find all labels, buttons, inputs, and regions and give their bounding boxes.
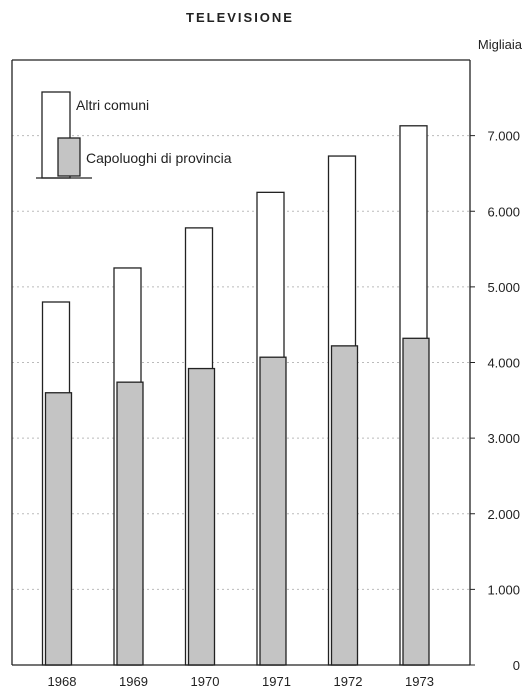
- legend-label-altri-comuni: Altri comuni: [76, 97, 149, 113]
- y-tick-label-0: 0: [513, 658, 520, 673]
- legend-label-capoluoghi: Capoluoghi di provincia: [86, 150, 232, 166]
- gridlines: [12, 135, 470, 590]
- x-tick-label-1969: 1969: [119, 674, 148, 689]
- bar-capoluoghi-1973: [402, 337, 430, 666]
- axes: [11, 59, 475, 666]
- chart-title: TELEVISIONE: [186, 10, 294, 25]
- bar-capoluoghi-1971: [259, 356, 287, 666]
- y-tick-labels: 0 1.000 2.000 3.000 4.000 5.000 6.000 7.000: [487, 129, 520, 673]
- bar-capoluoghi-1969: [116, 381, 144, 666]
- y-tick-label-5: 5.000: [487, 280, 520, 295]
- bar-capoluoghi-1968: [44, 392, 73, 666]
- x-tick-label-1968: 1968: [48, 674, 77, 689]
- legend: Altri comuni Capoluoghi di provincia: [36, 91, 232, 179]
- x-tick-labels: 1968 1969 1970 1971 1972 1973: [48, 674, 434, 689]
- y-tick-label-3: 3.000: [487, 431, 520, 446]
- y-tick-label-2: 2.000: [487, 507, 520, 522]
- bar-capoluoghi-1970: [187, 367, 216, 666]
- bars: [41, 125, 430, 666]
- y-tick-label-6: 6.000: [487, 204, 520, 219]
- y-unit-label: Migliaia: [478, 37, 523, 52]
- x-tick-label-1971: 1971: [262, 674, 291, 689]
- x-tick-label-1970: 1970: [191, 674, 220, 689]
- y-tick-label-7: 7.000: [487, 129, 520, 144]
- x-tick-label-1973: 1973: [405, 674, 434, 689]
- x-tick-label-1972: 1972: [334, 674, 363, 689]
- y-tick-label-1: 1.000: [487, 582, 520, 597]
- bar-capoluoghi-1972: [330, 345, 359, 666]
- y-tick-label-4: 4.000: [487, 356, 520, 371]
- legend-swatch-capoluoghi: [57, 137, 81, 177]
